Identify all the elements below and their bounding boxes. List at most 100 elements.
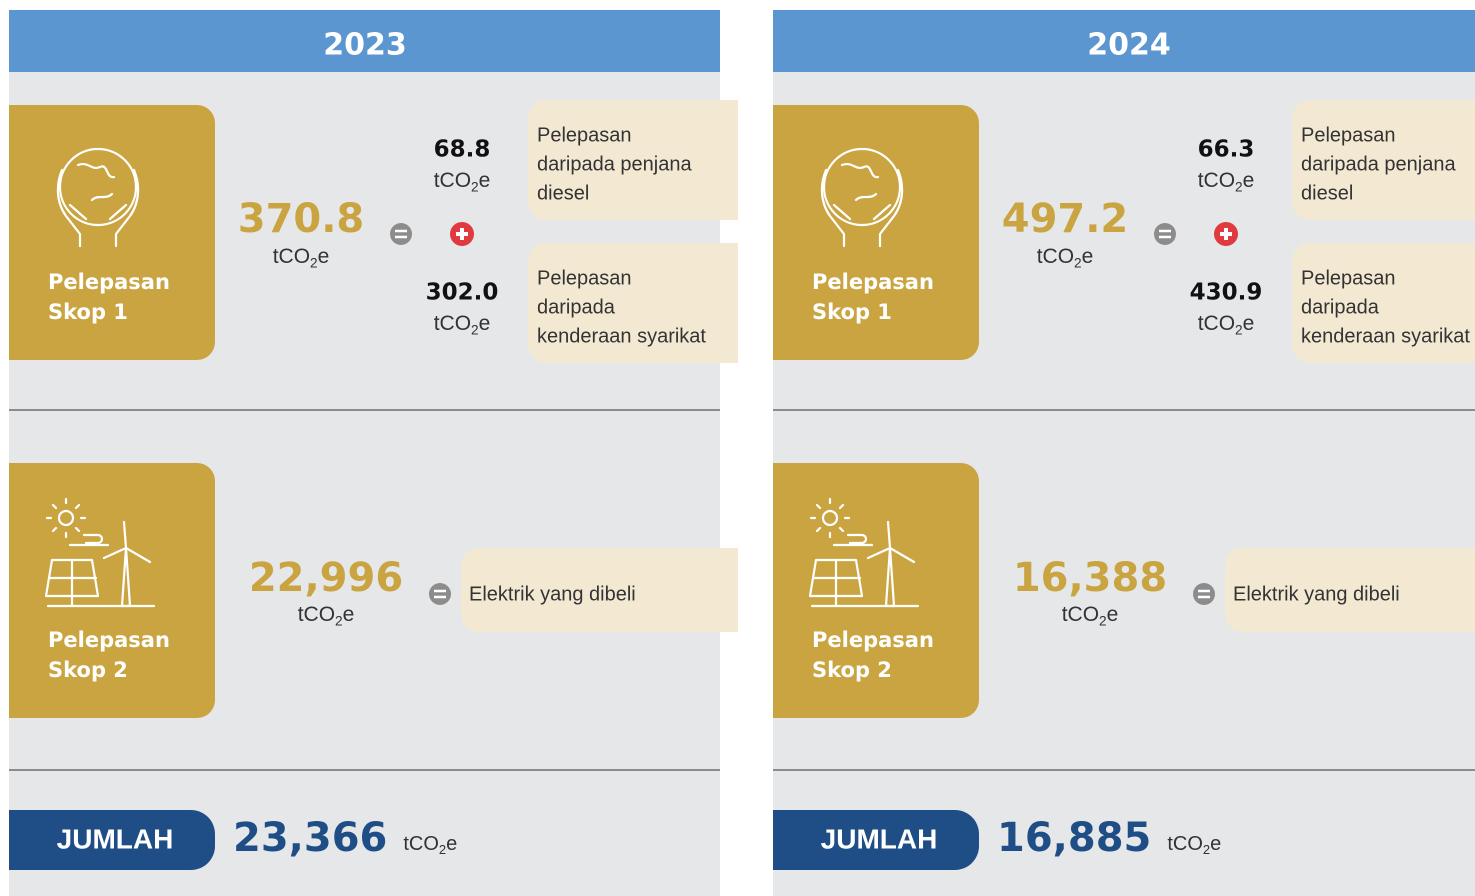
part-desc: Elektrik yang dibeli	[469, 583, 636, 605]
part-value: 430.9	[1190, 280, 1263, 306]
panel-solar	[44, 558, 156, 608]
unit-base: tCO	[273, 245, 310, 268]
total-label: JUMLAH	[821, 823, 938, 854]
part-desc: Elektrik yang dibeli	[1233, 583, 1400, 605]
scope-label: Pelepasan	[48, 628, 170, 652]
part-desc: Pelepasan	[1301, 267, 1396, 289]
unit-sub: 2	[1235, 322, 1243, 337]
unit-tail: e	[1082, 245, 1094, 268]
unit-base: tCO	[1037, 245, 1074, 268]
unit: tCO2e	[1037, 245, 1094, 270]
hands	[56, 163, 140, 248]
part-desc: Pelepasan	[537, 124, 632, 146]
unit-base: tCO	[434, 312, 471, 335]
equal-icon	[1193, 583, 1215, 605]
equal-icon	[1159, 229, 1171, 239]
unit: tCO2e	[1062, 603, 1119, 628]
part-desc: diesel	[1301, 182, 1353, 204]
unit-tail: e	[1243, 169, 1255, 192]
equal-icon	[434, 589, 446, 599]
unit-tail: e	[479, 169, 491, 192]
scope2-box	[773, 463, 979, 718]
scope-total: 370.8	[238, 196, 365, 242]
panel-header	[9, 10, 720, 72]
unit-base: tCO	[1198, 312, 1235, 335]
unit-sub: 2	[335, 613, 343, 628]
equal-icon	[429, 583, 451, 605]
equal-icon	[395, 229, 407, 239]
plus-icon	[1220, 228, 1232, 240]
total-pill	[9, 810, 215, 870]
part-desc: kenderaan syarikat	[537, 325, 706, 347]
unit-sub: 2	[439, 842, 446, 857]
hands	[820, 163, 904, 248]
part-desc: Pelepasan	[1301, 124, 1396, 146]
unit-tail: e	[318, 245, 330, 268]
total-pill	[773, 810, 979, 870]
unit-sub: 2	[471, 179, 479, 194]
unit: tCO2e	[273, 245, 330, 270]
scope1-box	[9, 105, 215, 360]
plus-icon	[456, 228, 468, 240]
equal-icon	[1198, 589, 1210, 599]
unit: tCO2e	[1167, 833, 1221, 857]
scope2-box	[9, 463, 215, 718]
scope-label: Pelepasan	[48, 270, 170, 294]
energy-icon	[808, 497, 920, 608]
part-desc: kenderaan syarikat	[1301, 325, 1470, 347]
part-desc: daripada penjana	[1301, 153, 1456, 175]
unit: tCO2e	[434, 169, 491, 194]
turbine	[866, 520, 916, 608]
scope-label: Skop 1	[48, 300, 128, 324]
unit: tCO2e	[1198, 312, 1255, 337]
globe	[58, 147, 138, 227]
unit-base: tCO	[1198, 169, 1235, 192]
unit-tail: e	[1210, 833, 1221, 855]
year: 2023	[323, 28, 407, 63]
unit-base: tCO	[434, 169, 471, 192]
unit-base: tCO	[1167, 833, 1203, 855]
part-value: 302.0	[426, 280, 499, 306]
panel-header	[773, 10, 1475, 72]
scope-total: 22,996	[249, 555, 403, 601]
part-desc: daripada	[537, 296, 616, 318]
desc-box	[461, 548, 738, 632]
unit-base: tCO	[403, 833, 439, 855]
unit: tCO2e	[298, 603, 355, 628]
scope1-box	[773, 105, 979, 360]
sun-rays	[809, 497, 874, 547]
part-desc: daripada	[1301, 296, 1380, 318]
unit-tail: e	[343, 603, 355, 626]
energy-icon	[44, 497, 156, 608]
unit-sub: 2	[1235, 179, 1243, 194]
scope-label: Skop 1	[812, 300, 892, 324]
total-value: 16,885	[997, 815, 1151, 861]
unit: tCO2e	[403, 833, 457, 857]
sun-rays	[45, 497, 110, 547]
part-desc: daripada penjana	[537, 153, 692, 175]
unit-base: tCO	[1062, 603, 1099, 626]
part-desc: Pelepasan	[537, 267, 632, 289]
scope-total: 497.2	[1002, 196, 1129, 242]
unit: tCO2e	[1198, 169, 1255, 194]
panel-solar	[808, 558, 920, 608]
part-value: 68.8	[434, 137, 491, 163]
equal-icon	[390, 223, 412, 245]
unit-sub: 2	[471, 322, 479, 337]
scope-label: Skop 2	[48, 658, 128, 682]
part-value: 66.3	[1198, 137, 1255, 163]
unit-tail: e	[1243, 312, 1255, 335]
total-value: 23,366	[233, 815, 387, 861]
unit-sub: 2	[310, 255, 318, 270]
globe-icon	[820, 147, 904, 248]
globe-icon	[56, 147, 140, 248]
unit-base: tCO	[298, 603, 335, 626]
scope-label: Pelepasan	[812, 270, 934, 294]
desc-box	[1225, 548, 1475, 632]
unit-tail: e	[446, 833, 457, 855]
scope-label: Skop 2	[812, 658, 892, 682]
year: 2024	[1087, 28, 1171, 63]
scope-label: Pelepasan	[812, 628, 934, 652]
unit-tail: e	[479, 312, 491, 335]
globe	[822, 147, 902, 227]
